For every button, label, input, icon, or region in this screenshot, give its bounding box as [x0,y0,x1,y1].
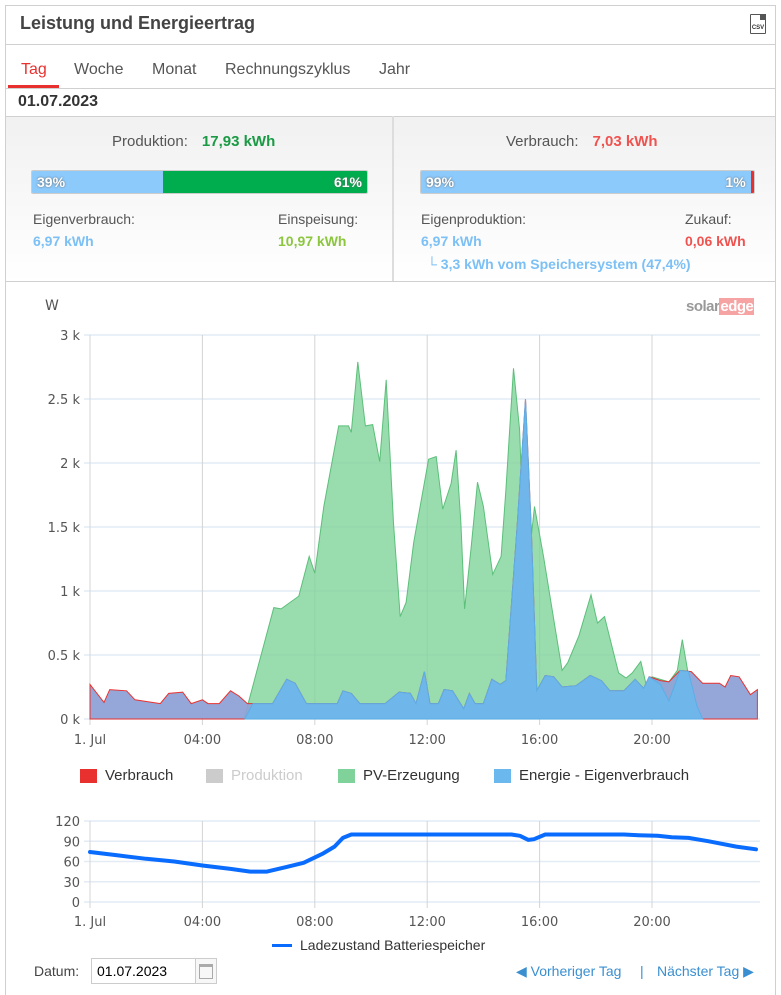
x-tick-label: 20:00 [633,915,670,930]
x-tick-label: 08:00 [296,915,333,930]
legend-label: Energie - Eigenverbrauch [519,767,690,784]
divider [392,116,394,282]
x-tick-label: 1. Jul [74,733,106,748]
consumption-total: Verbrauch: 7,03 kWh [506,133,658,150]
tab-monat[interactable]: Monat [152,61,197,78]
legend-verbrauch[interactable]: Verbrauch [80,767,173,784]
feed-in-value: 10,97 kWh [278,233,347,249]
y-tick-label: 0 [72,896,80,911]
feed-in-segment: 61% [162,171,367,193]
self-production-label: Eigenproduktion: [421,211,527,227]
active-tab-indicator [8,85,59,88]
legend-swatch [80,768,97,783]
divider [6,281,775,282]
tab-rechnungszyklus[interactable]: Rechnungszyklus [225,61,351,78]
nav-separator: | [640,963,644,979]
production-total: Produktion: 17,93 kWh [112,133,275,150]
y-tick-label: 60 [63,856,80,871]
y-tick-label: 2 k [60,457,80,472]
legend-battery[interactable]: Ladezustand Batteriespeicher [272,937,485,953]
tab-jahr[interactable]: Jahr [379,61,411,78]
panel-title: Leistung und Energieertrag [20,13,256,33]
divider [6,44,775,45]
solaredge-logo: solaredge [686,298,755,315]
eigenverbrauch-area [244,398,704,720]
self-consumption-label: Eigenverbrauch: [33,211,135,227]
legend-label: Ladezustand Batteriespeicher [300,937,486,953]
legend-label: PV-Erzeugung [363,767,460,784]
date-input[interactable] [91,958,196,984]
x-tick-label: 12:00 [408,915,445,930]
self-consumption-segment: 39% [32,171,163,193]
tab-tag[interactable]: Tag [21,61,47,78]
feed-in-label: Einspeisung: [278,211,359,227]
legend-eigenverbrauch[interactable]: Energie - Eigenverbrauch [494,767,689,784]
divider [6,88,775,89]
consumption-bar: 99% 1% [420,170,755,194]
csv-export-icon[interactable]: CSV [750,14,766,34]
selected-date: 01.07.2023 [18,93,99,110]
self-consumption-value: 6,97 kWh [33,233,94,249]
legend-produktion[interactable]: Produktion [206,767,303,784]
production-value: 17,93 kWh [201,133,276,150]
legend-label: Verbrauch [105,767,174,784]
next-day-link[interactable]: Nächster Tag ▶ [657,963,754,979]
x-tick-label: 16:00 [521,733,558,748]
x-tick-label: 04:00 [184,733,221,748]
battery-soc-line [88,832,758,874]
y-tick-label: 90 [63,835,80,850]
y-tick-label: 0.5 k [48,649,81,664]
y-tick-label: 1 k [60,585,80,600]
x-tick-label: 1. Jul [74,915,106,930]
date-label: Datum: [34,963,80,979]
y-tick-label: 0 k [60,713,80,728]
x-tick-label: 16:00 [521,915,558,930]
previous-day-link[interactable]: ◀ Vorheriger Tag [516,963,622,979]
tab-woche[interactable]: Woche [74,61,124,78]
y-tick-label: 120 [55,815,80,830]
self-production-value: 6,97 kWh [421,233,482,249]
purchase-label: Zukauf: [685,211,732,227]
next-day-label: Nächster Tag [657,963,740,979]
self-production-segment: 99% 1% [421,171,751,193]
storage-note: └ 3,3 kWh vom Speichersystem (47,4%) [427,256,691,272]
purchase-value: 0,06 kWh [685,233,746,249]
y-tick-label: 1.5 k [48,521,81,536]
consumption-value: 7,03 kWh [592,133,658,150]
legend-swatch [206,768,223,783]
legend-swatch [494,768,511,783]
calendar-icon[interactable] [196,958,217,984]
power-chart: 0 k 0.5 k 1 k 1.5 k 2 k 2.5 k 3 k 1. Jul 04:00 08… [48,329,760,748]
logo-part-edge: edge [719,298,755,315]
production-bar: 39% 61% [31,170,368,194]
previous-day-label: Vorheriger Tag [530,963,622,979]
purchase-segment [750,171,754,193]
y-tick-label: 2.5 k [48,393,81,408]
legend-swatch [272,943,292,947]
consumption-label: Verbrauch: [506,133,579,150]
x-tick-label: 20:00 [633,733,670,748]
x-tick-label: 08:00 [296,733,333,748]
production-label: Produktion: [112,133,188,150]
battery-chart: 0 30 60 90 120 1. Jul 04:00 08:00 12:00 16:00 20:0… [55,815,760,930]
purchase-pct: 1% [725,174,746,190]
legend-swatch [338,768,355,783]
pv-erzeugung-area [243,361,697,720]
x-tick-label: 04:00 [184,915,221,930]
energy-summary [6,116,775,282]
logo-part-solar: solar [686,298,720,315]
x-tick-label: 12:00 [408,733,445,748]
y-tick-label: 30 [63,876,80,891]
y-tick-label: 3 k [60,329,80,344]
legend-pv-erzeugung[interactable]: PV-Erzeugung [338,767,460,784]
legend-label: Produktion [231,767,303,784]
panel-frame [5,5,776,995]
y-axis-unit: W [45,298,59,314]
self-production-pct: 99% [426,174,455,190]
